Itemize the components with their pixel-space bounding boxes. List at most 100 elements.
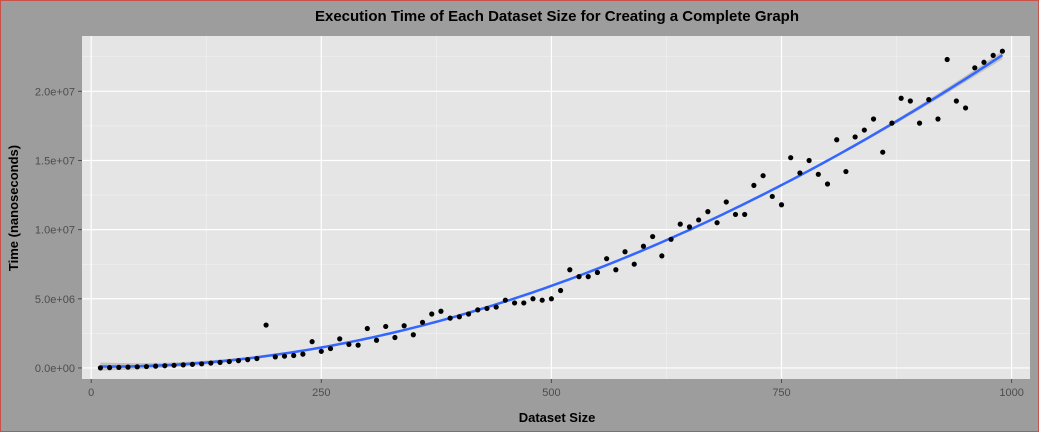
- data-point: [999, 48, 1005, 54]
- data-point: [640, 243, 647, 249]
- data-point: [226, 358, 232, 365]
- data-point: [438, 308, 444, 314]
- data-point: [935, 116, 941, 122]
- data-point: [410, 332, 416, 338]
- data-point: [898, 95, 904, 101]
- data-point: [419, 319, 426, 325]
- data-point: [585, 274, 591, 280]
- data-point: [677, 221, 683, 227]
- data-point: [778, 202, 785, 208]
- data-point: [880, 149, 886, 155]
- data-point: [705, 209, 711, 215]
- data-point: [162, 363, 168, 369]
- data-point: [907, 98, 913, 104]
- data-point: [797, 170, 803, 176]
- data-point: [990, 52, 996, 58]
- data-point: [981, 59, 987, 65]
- chart-title: Execution Time of Each Dataset Size for …: [315, 8, 799, 25]
- data-point: [548, 296, 555, 302]
- data-points: [97, 48, 1005, 371]
- data-point: [953, 98, 959, 104]
- data-point: [668, 236, 674, 242]
- data-point: [870, 116, 877, 122]
- data-point: [926, 97, 932, 103]
- data-point: [199, 361, 205, 367]
- data-point: [502, 297, 508, 303]
- data-point: [245, 357, 251, 363]
- data-point: [723, 199, 729, 205]
- data-point: [116, 364, 122, 370]
- data-point: [696, 217, 702, 223]
- data-point: [392, 334, 398, 341]
- data-point: [751, 182, 757, 188]
- x-tick-label: 1000: [999, 387, 1023, 399]
- x-tick-label: 0: [88, 387, 94, 399]
- data-point: [521, 300, 527, 306]
- data-point: [889, 120, 895, 126]
- data-point: [760, 173, 766, 179]
- data-point: [107, 365, 113, 371]
- y-tick-label: 0.0e+00: [35, 363, 75, 375]
- data-point: [143, 363, 150, 370]
- data-point: [567, 267, 573, 273]
- data-point: [558, 287, 564, 294]
- data-point: [465, 311, 472, 317]
- data-point: [843, 168, 849, 175]
- data-point: [447, 315, 453, 321]
- data-point: [916, 120, 923, 126]
- data-point: [769, 193, 775, 200]
- data-point: [337, 336, 343, 342]
- data-point: [456, 314, 462, 320]
- y-tick-label: 1.0e+07: [35, 225, 75, 237]
- major-gridlines: [82, 36, 1030, 379]
- data-point: [429, 311, 435, 317]
- data-point: [97, 365, 104, 371]
- data-point: [153, 363, 159, 369]
- data-point: [281, 353, 288, 359]
- data-point: [171, 362, 177, 368]
- data-point: [972, 65, 978, 71]
- data-point: [475, 307, 481, 313]
- x-axis-ticks: 0 250 500 750 1000: [88, 379, 1024, 399]
- data-point: [217, 359, 223, 365]
- data-point: [309, 339, 315, 345]
- data-point: [594, 269, 601, 276]
- data-point: [318, 348, 324, 354]
- data-point: [180, 362, 186, 368]
- data-point: [613, 267, 619, 273]
- data-point: [484, 305, 490, 312]
- data-point: [944, 56, 950, 63]
- data-point: [604, 256, 610, 262]
- data-point: [254, 355, 260, 362]
- data-point: [824, 181, 831, 187]
- data-point: [364, 325, 370, 332]
- data-point: [788, 155, 794, 161]
- data-point: [263, 322, 269, 328]
- y-axis-ticks: 0.0e+00 5.0e+06 1.0e+07 1.5e+07 2.0e+07: [35, 86, 82, 375]
- data-point: [815, 171, 821, 177]
- data-point: [732, 211, 739, 218]
- y-tick-label: 5.0e+06: [35, 294, 75, 306]
- data-point: [686, 224, 693, 230]
- smooth-line-layer: [100, 54, 1004, 368]
- x-tick-label: 250: [312, 387, 330, 399]
- data-point: [383, 323, 389, 330]
- data-point: [539, 297, 545, 303]
- data-point: [511, 300, 518, 306]
- y-axis-title: Time (nanoseconds): [6, 145, 21, 271]
- data-point: [493, 304, 499, 310]
- data-point: [622, 249, 628, 255]
- data-point: [852, 134, 858, 140]
- y-tick-label: 1.5e+07: [35, 155, 75, 167]
- data-point: [300, 351, 306, 357]
- x-tick-label: 500: [542, 387, 560, 399]
- data-point: [806, 157, 812, 164]
- data-point: [861, 127, 867, 133]
- data-point: [834, 137, 840, 143]
- data-point: [962, 105, 969, 111]
- data-point: [576, 274, 582, 280]
- data-point: [631, 261, 637, 267]
- data-point: [355, 342, 361, 348]
